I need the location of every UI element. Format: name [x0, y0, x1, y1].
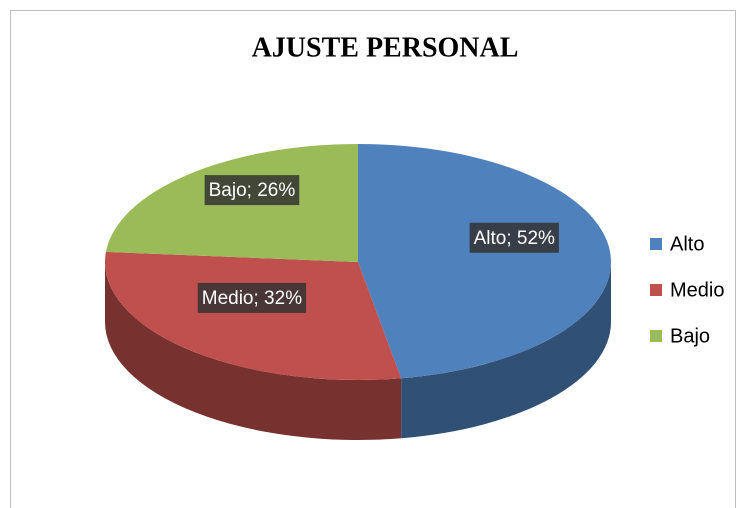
pie-side [401, 262, 611, 439]
legend-label: Bajo [670, 325, 710, 347]
pie-side [105, 262, 402, 441]
data-label-box [204, 175, 300, 206]
pie-slice [105, 251, 402, 381]
data-label-text: Bajo; 26% [209, 180, 296, 201]
data-label-text: Alto; 52% [474, 228, 555, 249]
chart-title: AJUSTE PERSONAL [252, 32, 519, 63]
data-label-box [197, 282, 307, 313]
legend-swatch [650, 284, 662, 296]
data-label: Alto; 52% [469, 222, 559, 253]
data-label: Bajo; 26% [204, 175, 300, 206]
legend-label: Alto [670, 233, 704, 255]
data-label-text: Medio; 32% [202, 288, 302, 309]
data-label: Medio; 32% [197, 282, 307, 313]
legend-swatch [650, 238, 662, 250]
legend-swatch [650, 330, 662, 342]
pie-slice [358, 144, 611, 379]
legend-label: Medio [670, 279, 724, 301]
data-label-box [469, 222, 559, 253]
